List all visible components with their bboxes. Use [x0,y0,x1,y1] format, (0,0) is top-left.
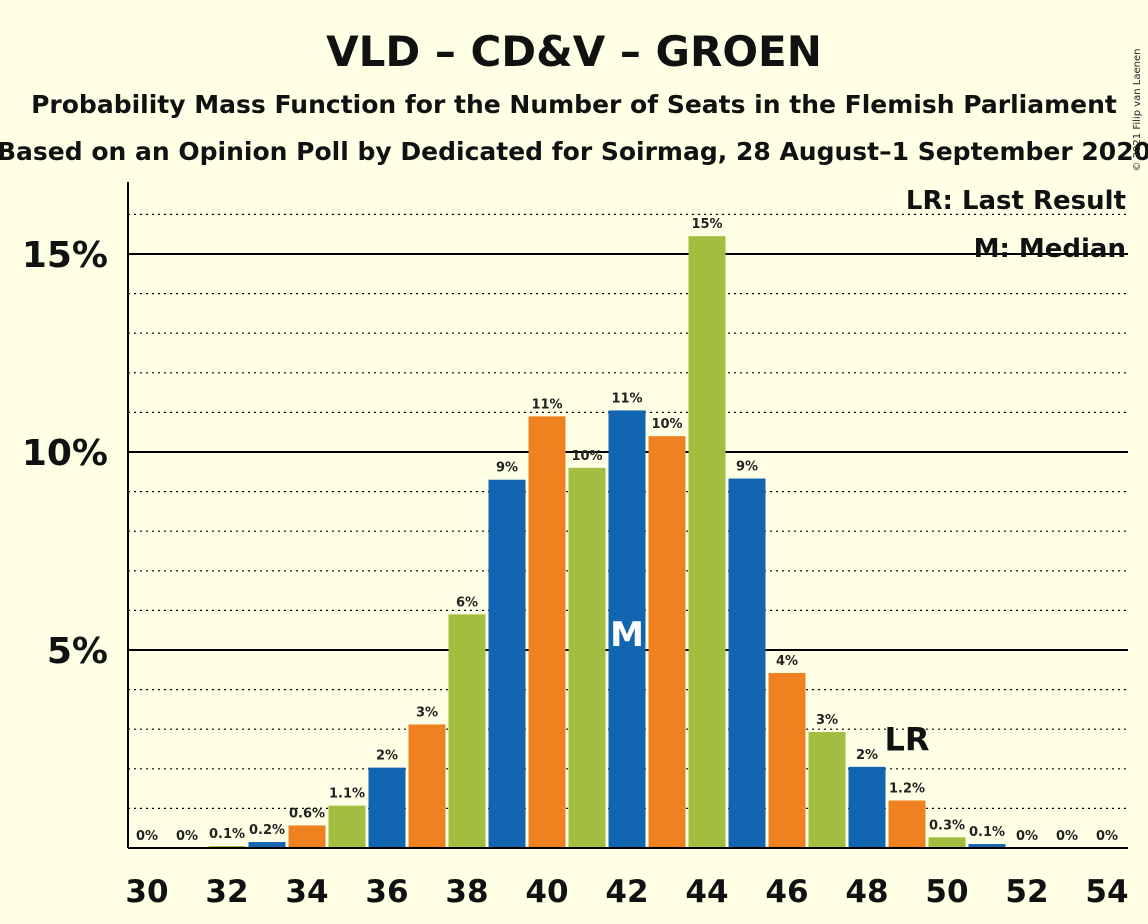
bar-label: 11% [531,397,562,412]
bar-seats-51 [968,844,1006,848]
bar-seats-36 [368,767,406,848]
bar-label: 0% [136,829,158,844]
bar-label: 0.1% [209,827,245,842]
bar-seats-35 [328,805,366,848]
bar-label: 6% [456,595,478,610]
bar-seats-42 [608,410,646,848]
bar-label: 15% [691,217,722,232]
bar-label: 0% [1056,829,1078,844]
x-tick-label: 32 [205,874,248,910]
legend-last-result: LR: Last Result [906,186,1126,216]
bar-label: 3% [416,705,438,720]
y-tick-labels: 5% 10% 15% [22,235,108,672]
y-tick-label: 10% [22,433,108,474]
bar-label: 0.1% [969,825,1005,840]
last-result-marker: LR [884,720,929,758]
bar-label: 9% [736,460,758,475]
bar-seats-49 [888,800,926,848]
bar-seats-44 [688,236,726,848]
bar-label: 4% [776,654,798,669]
bar-label: 0% [1096,829,1118,844]
bar-label: 0% [176,829,198,844]
bar-label: 0.3% [929,818,965,833]
bar-labels: 0% 0% 0.1% 0.2% 0.6% 1.1% 2% 3% 6% 9% 11% 10% 11% 10%… [136,217,1118,844]
bar-seats-34 [288,825,326,848]
bar-seats-50 [928,837,966,848]
bar-label: 2% [376,749,398,764]
bar-label: 0% [1016,829,1038,844]
bar-label: 3% [816,713,838,728]
bar-label: 0.6% [289,806,325,821]
x-tick-labels: 30 32 34 36 38 40 42 44 46 48 50 52 54 [125,874,1128,910]
bar-seats-41 [568,467,606,848]
copyright-notice: © 2021 Filip van Laenen [1132,49,1143,172]
x-tick-label: 36 [365,874,408,910]
x-tick-label: 44 [685,874,728,910]
x-tick-label: 46 [765,874,808,910]
y-tick-label: 5% [47,631,108,672]
bar-label: 11% [611,391,642,406]
x-tick-label: 54 [1085,874,1128,910]
bar-label: 9% [496,461,518,476]
x-tick-label: 48 [845,874,888,910]
bar-seats-48 [848,766,886,848]
chart-subtitle-1: Probability Mass Function for the Number… [31,90,1117,119]
x-tick-label: 38 [445,874,488,910]
chart-title: VLD – CD&V – GROEN [326,27,822,76]
bar-seats-43 [648,436,686,848]
bar-label: 1.1% [329,787,365,802]
y-tick-label: 15% [22,235,108,276]
bar-label: 1.2% [889,781,925,796]
chart-subtitle-2: Based on an Opinion Poll by Dedicated fo… [0,137,1148,166]
legend: LR: Last Result M: Median [906,186,1126,264]
legend-median: M: Median [974,234,1126,264]
bar-label: 10% [571,449,602,464]
bar-seats-40 [528,416,566,848]
x-tick-label: 50 [925,874,968,910]
bar-seats-45 [728,478,766,848]
x-tick-label: 34 [285,874,328,910]
bar-seats-46 [768,672,806,848]
bar-label: 10% [651,417,682,432]
x-tick-label: 30 [125,874,168,910]
bar-seats-33 [248,842,286,848]
x-tick-label: 52 [1005,874,1048,910]
median-marker: M [610,615,644,655]
bar-seats-47 [808,731,846,848]
bar-seats-37 [408,724,446,848]
bar-label: 2% [856,748,878,763]
bar-seats-38 [448,614,486,848]
bars [208,236,1006,848]
x-tick-label: 40 [525,874,568,910]
x-tick-label: 42 [605,874,648,910]
bar-seats-39 [488,479,526,848]
bar-label: 0.2% [249,823,285,838]
